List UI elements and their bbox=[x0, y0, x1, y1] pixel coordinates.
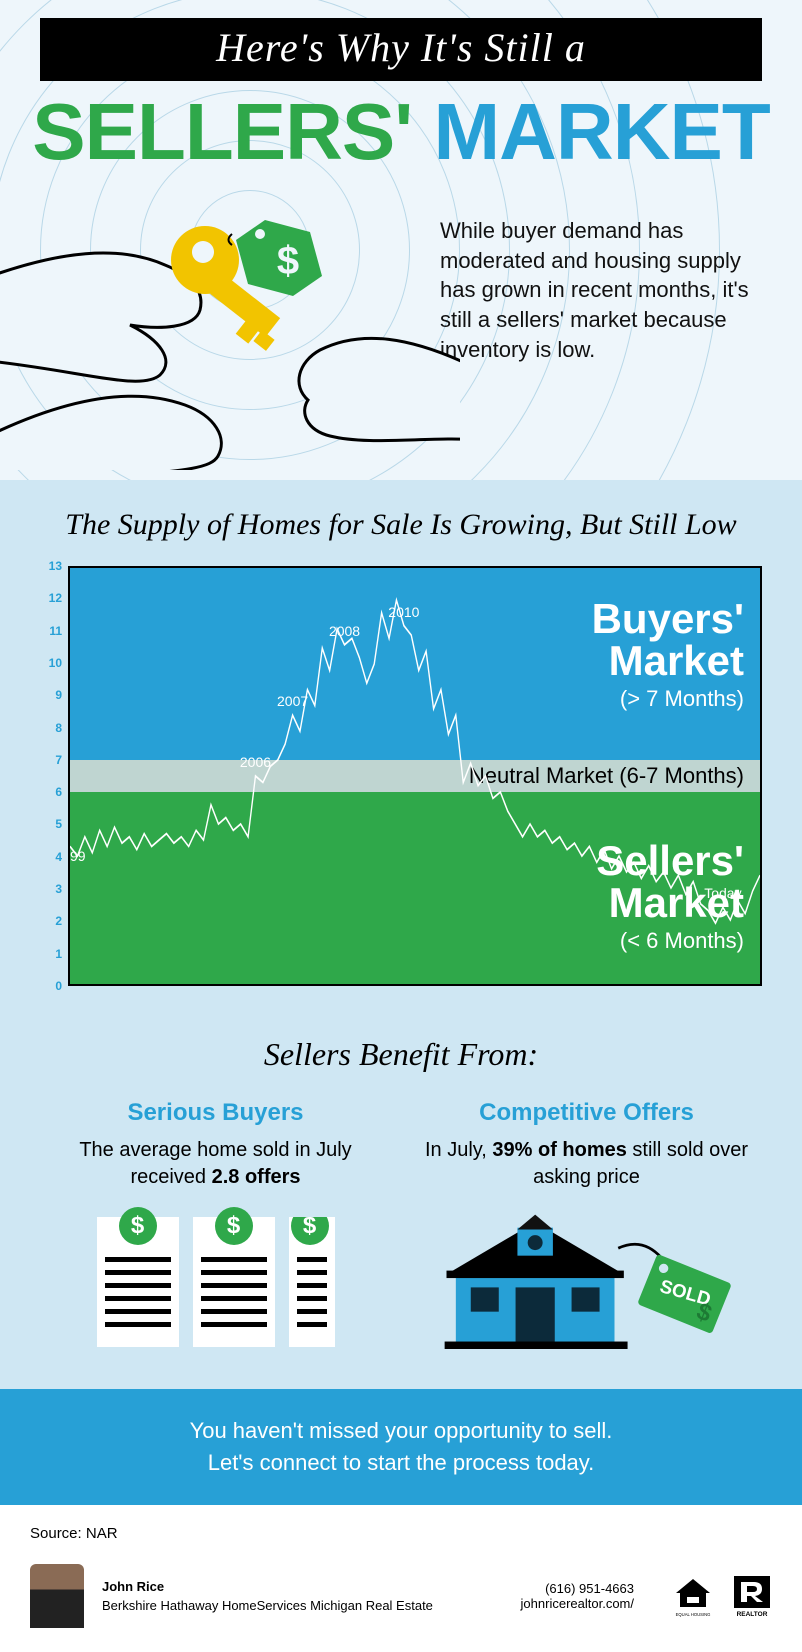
agent-info: John Rice Berkshire Hathaway HomeService… bbox=[102, 1579, 503, 1613]
cta-banner: You haven't missed your opportunity to s… bbox=[0, 1389, 802, 1505]
offer-sheets-icon: $ $ $ bbox=[40, 1217, 391, 1347]
agent-contact: (616) 951-4663 johnricerealtor.com/ bbox=[521, 1581, 634, 1611]
chart-y-tick: 1 bbox=[55, 947, 62, 961]
benefits-section: Sellers Benefit From: Serious Buyers The… bbox=[0, 1026, 802, 1389]
chart-y-tick: 5 bbox=[55, 817, 62, 831]
benefits-title: Sellers Benefit From: bbox=[40, 1036, 762, 1073]
chart-annotation: Today bbox=[704, 885, 741, 901]
benefit-serious-buyers: Serious Buyers The average home sold in … bbox=[40, 1099, 391, 1349]
agent-url: johnricerealtor.com/ bbox=[521, 1596, 634, 1611]
chart-annotation: 2007 bbox=[277, 693, 308, 709]
chart-y-tick: 12 bbox=[49, 591, 62, 605]
chart-y-tick: 3 bbox=[55, 882, 62, 896]
eyebrow-headline: Here's Why It's Still a bbox=[40, 18, 762, 81]
chart-annotation: 2008 bbox=[329, 623, 360, 639]
svg-text:$: $ bbox=[277, 239, 299, 283]
chart-title: The Supply of Homes for Sale Is Growing,… bbox=[40, 508, 762, 542]
benefit-heading: Competitive Offers bbox=[411, 1099, 762, 1127]
dollar-tag-icon: $ bbox=[229, 220, 323, 296]
cta-line2: Let's connect to start the process today… bbox=[20, 1447, 782, 1479]
benefit-text: In July, 39% of homes still sold over as… bbox=[411, 1137, 762, 1191]
chart-y-tick: 13 bbox=[49, 559, 62, 573]
chart-annotation: 2006 bbox=[240, 754, 271, 770]
svg-text:EQUAL HOUSING: EQUAL HOUSING bbox=[676, 1612, 711, 1617]
chart-section: The Supply of Homes for Sale Is Growing,… bbox=[0, 480, 802, 1026]
intro-paragraph: While buyer demand has moderated and hou… bbox=[440, 216, 750, 364]
chart-y-tick: 0 bbox=[55, 979, 62, 993]
svg-text:REALTOR: REALTOR bbox=[737, 1611, 768, 1618]
hands-key-illustration: $ bbox=[0, 190, 460, 470]
chart-y-tick: 11 bbox=[49, 624, 62, 638]
equal-housing-icon: EQUAL HOUSING bbox=[672, 1575, 714, 1617]
headline-word-market: MARKET bbox=[434, 87, 770, 176]
chart-annotation: 2010 bbox=[388, 604, 419, 620]
footer: John Rice Berkshire Hathaway HomeService… bbox=[0, 1552, 802, 1652]
source-line: Source: NAR bbox=[0, 1505, 802, 1552]
headline-word-sellers: SELLERS' bbox=[32, 87, 412, 176]
main-headline: SELLERS' MARKET bbox=[0, 86, 802, 178]
cta-line1: You haven't missed your opportunity to s… bbox=[20, 1415, 782, 1447]
agent-phone: (616) 951-4663 bbox=[521, 1581, 634, 1596]
chart: 012345678910111213 Buyers'Market (> 7 Mo… bbox=[40, 566, 762, 986]
chart-y-tick: 6 bbox=[55, 785, 62, 799]
chart-y-tick: 2 bbox=[55, 914, 62, 928]
chart-y-tick: 9 bbox=[55, 688, 62, 702]
agent-company: Berkshire Hathaway HomeServices Michigan… bbox=[102, 1598, 503, 1613]
chart-y-tick: 8 bbox=[55, 721, 62, 735]
chart-line bbox=[70, 568, 760, 984]
chart-y-tick: 10 bbox=[49, 656, 62, 670]
footer-badges: EQUAL HOUSING REALTOR bbox=[672, 1574, 772, 1618]
realtor-icon: REALTOR bbox=[732, 1574, 772, 1618]
chart-y-axis: 012345678910111213 bbox=[40, 566, 68, 986]
hero-section: Here's Why It's Still a SELLERS' MARKET … bbox=[0, 0, 802, 480]
chart-annotation: 1999 bbox=[68, 848, 86, 864]
benefit-text: The average home sold in July received 2… bbox=[40, 1137, 391, 1191]
benefit-heading: Serious Buyers bbox=[40, 1099, 391, 1127]
chart-y-tick: 4 bbox=[55, 850, 62, 864]
benefit-competitive-offers: Competitive Offers In July, 39% of homes… bbox=[411, 1099, 762, 1349]
house-sold-icon: SOLD $ bbox=[411, 1209, 762, 1349]
chart-y-tick: 7 bbox=[55, 753, 62, 767]
chart-plot-area: Buyers'Market (> 7 Months) Neutral Marke… bbox=[68, 566, 762, 986]
agent-photo bbox=[30, 1564, 84, 1628]
agent-name: John Rice bbox=[102, 1579, 503, 1594]
